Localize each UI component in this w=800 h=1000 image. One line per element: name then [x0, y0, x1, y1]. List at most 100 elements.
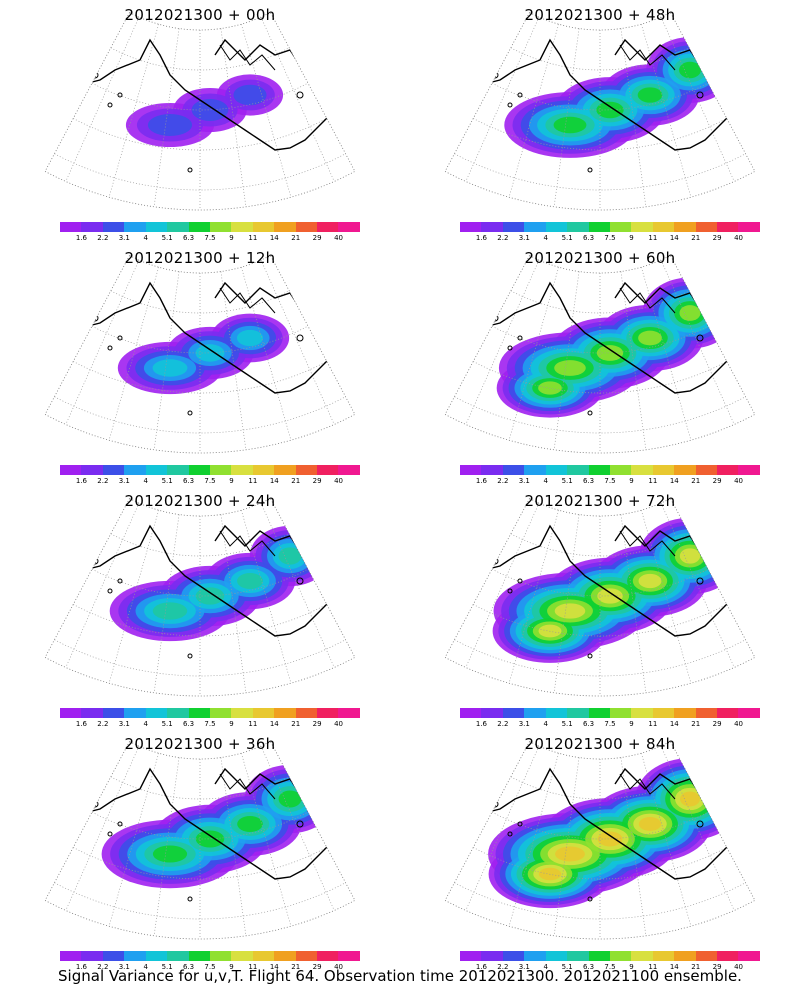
- colorbar-tick-label: 7.5: [604, 720, 616, 728]
- colorbar-swatch: [167, 465, 189, 475]
- colorbar-tick-label: 29: [712, 477, 722, 485]
- colorbar-swatch: [502, 951, 525, 961]
- colorbar-tick-label: 14: [269, 234, 279, 242]
- colorbar-tick-label: 5.1: [561, 720, 573, 728]
- colorbar-tick-label: 7.5: [204, 234, 216, 242]
- colorbar-tick-label: 7.5: [604, 477, 616, 485]
- colorbar-swatch: [317, 951, 339, 961]
- forecast-panel: 2012021300 + 24h 1.6 2.2 3.1 4 5.1 6.3 7.5 9 11 14…: [0, 486, 400, 728]
- colorbar-tick-label: 14: [269, 477, 279, 485]
- colorbar-tick-label: 40: [734, 234, 744, 242]
- colorbar-tick-label: 4: [543, 720, 548, 728]
- colorbar-swatch: [81, 465, 103, 475]
- colorbar-swatch: [652, 465, 675, 475]
- colorbar-tick-label: 11: [248, 720, 258, 728]
- signal-variance-map: [44, 254, 356, 454]
- colorbar-tick-label: 3.1: [518, 477, 530, 485]
- colorbar-swatch: [738, 222, 760, 232]
- colorbar-tick-label: 29: [712, 720, 722, 728]
- colorbar-tick-label: 9: [229, 234, 234, 242]
- forecast-panel: 2012021300 + 72h 1.6 2.2 3.1 4 5.1 6.3 7.5 9 11 14…: [400, 486, 800, 728]
- colorbar-swatch: [209, 465, 232, 475]
- colorbar-tick-label: 3.1: [518, 234, 530, 242]
- forecast-panel: 2012021300 + 00h 1.6 2.2 3.1 4 5.1 6.3 7.5 9 11 14…: [0, 0, 400, 242]
- colorbar-swatch: [631, 951, 653, 961]
- colorbar-tick-label: 4: [543, 477, 548, 485]
- colorbar-swatch: [674, 222, 696, 232]
- colorbar-tick-label: 4: [143, 234, 148, 242]
- colorbar-swatch: [295, 708, 318, 718]
- colorbar-swatch: [124, 465, 146, 475]
- colorbar-tick-label: 5.1: [161, 963, 173, 971]
- colorbar-tick-label: 1.6: [475, 963, 487, 971]
- colorbar-tick-label: 4: [143, 720, 148, 728]
- colorbar-tick-label: 21: [291, 234, 301, 242]
- colorbar-tick-label: 21: [291, 720, 301, 728]
- signal-variance-map: [44, 11, 356, 211]
- colorbar-swatch: [588, 708, 610, 718]
- colorbar-labels: 1.6 2.2 3.1 4 5.1 6.3 7.5 9 11 14 21 29 40: [460, 963, 760, 973]
- colorbar-swatch: [524, 222, 546, 232]
- colorbar-tick-label: 1.6: [75, 477, 87, 485]
- colorbar-tick-label: 2.2: [497, 477, 509, 485]
- colorbar-tick-label: 11: [648, 963, 658, 971]
- colorbar-swatch: [738, 708, 760, 718]
- colorbar-swatch: [631, 708, 653, 718]
- colorbar-swatch: [588, 465, 610, 475]
- colorbar-tick-label: 11: [648, 477, 658, 485]
- colorbar-swatch: [274, 465, 296, 475]
- colorbar-tick-label: 7.5: [604, 234, 616, 242]
- colorbar-tick-label: 29: [712, 234, 722, 242]
- colorbar-swatch: [524, 465, 546, 475]
- colorbar-swatch: [609, 465, 632, 475]
- colorbar-labels: 1.6 2.2 3.1 4 5.1 6.3 7.5 9 11 14 21 29 40: [60, 234, 360, 244]
- colorbar-swatch: [295, 222, 318, 232]
- colorbar-swatch: [81, 222, 103, 232]
- colorbar-swatch: [545, 222, 568, 232]
- colorbar-swatch: [338, 222, 360, 232]
- colorbar-tick-label: 3.1: [118, 234, 130, 242]
- colorbar-tick-label: 40: [734, 477, 744, 485]
- colorbar-swatch: [738, 465, 760, 475]
- colorbar-tick-label: 40: [734, 963, 744, 971]
- colorbar-swatch: [295, 465, 318, 475]
- colorbar-tick-label: 2.2: [97, 477, 109, 485]
- colorbar-swatch: [460, 708, 482, 718]
- colorbar-swatch: [317, 222, 339, 232]
- colorbar-tick-label: 21: [691, 963, 701, 971]
- colorbar-swatch: [567, 465, 589, 475]
- colorbar-swatch: [60, 708, 82, 718]
- colorbar-tick-label: 3.1: [518, 963, 530, 971]
- colorbar: [60, 222, 360, 232]
- colorbar: [60, 708, 360, 718]
- colorbar-tick-label: 11: [248, 477, 258, 485]
- colorbar-swatch: [717, 708, 739, 718]
- colorbar-swatch: [502, 465, 525, 475]
- colorbar: [60, 951, 360, 961]
- forecast-panel: 2012021300 + 60h 1.6 2.2 3.1 4 5.1 6.3 7.5 9 11 14…: [400, 243, 800, 485]
- colorbar-swatch: [524, 951, 546, 961]
- colorbar-tick-label: 6.3: [582, 720, 595, 728]
- colorbar-swatch: [567, 708, 589, 718]
- colorbar-swatch: [102, 708, 125, 718]
- colorbar-tick-label: 9: [629, 720, 634, 728]
- forecast-panel: 2012021300 + 36h 1.6 2.2 3.1 4 5.1 6.3 7.5 9 11 14…: [0, 729, 400, 971]
- colorbar-swatch: [167, 222, 189, 232]
- colorbar-swatch: [481, 222, 503, 232]
- colorbar-tick-label: 6.3: [182, 234, 195, 242]
- colorbar-tick-label: 6.3: [582, 963, 595, 971]
- signal-variance-map: [44, 740, 356, 940]
- colorbar-tick-label: 14: [669, 234, 679, 242]
- colorbar-tick-label: 29: [312, 234, 322, 242]
- colorbar-swatch: [231, 708, 253, 718]
- colorbar-swatch: [188, 951, 210, 961]
- colorbar-swatch: [252, 708, 275, 718]
- colorbar-swatch: [81, 951, 103, 961]
- panel-title: 2012021300 + 72h: [524, 492, 676, 510]
- colorbar-swatch: [338, 708, 360, 718]
- colorbar-labels: 1.6 2.2 3.1 4 5.1 6.3 7.5 9 11 14 21 29 40: [60, 963, 360, 973]
- colorbar: [460, 951, 760, 961]
- panel-title: 2012021300 + 12h: [124, 249, 276, 267]
- colorbar-tick-label: 5.1: [161, 234, 173, 242]
- colorbar-tick-label: 2.2: [97, 234, 109, 242]
